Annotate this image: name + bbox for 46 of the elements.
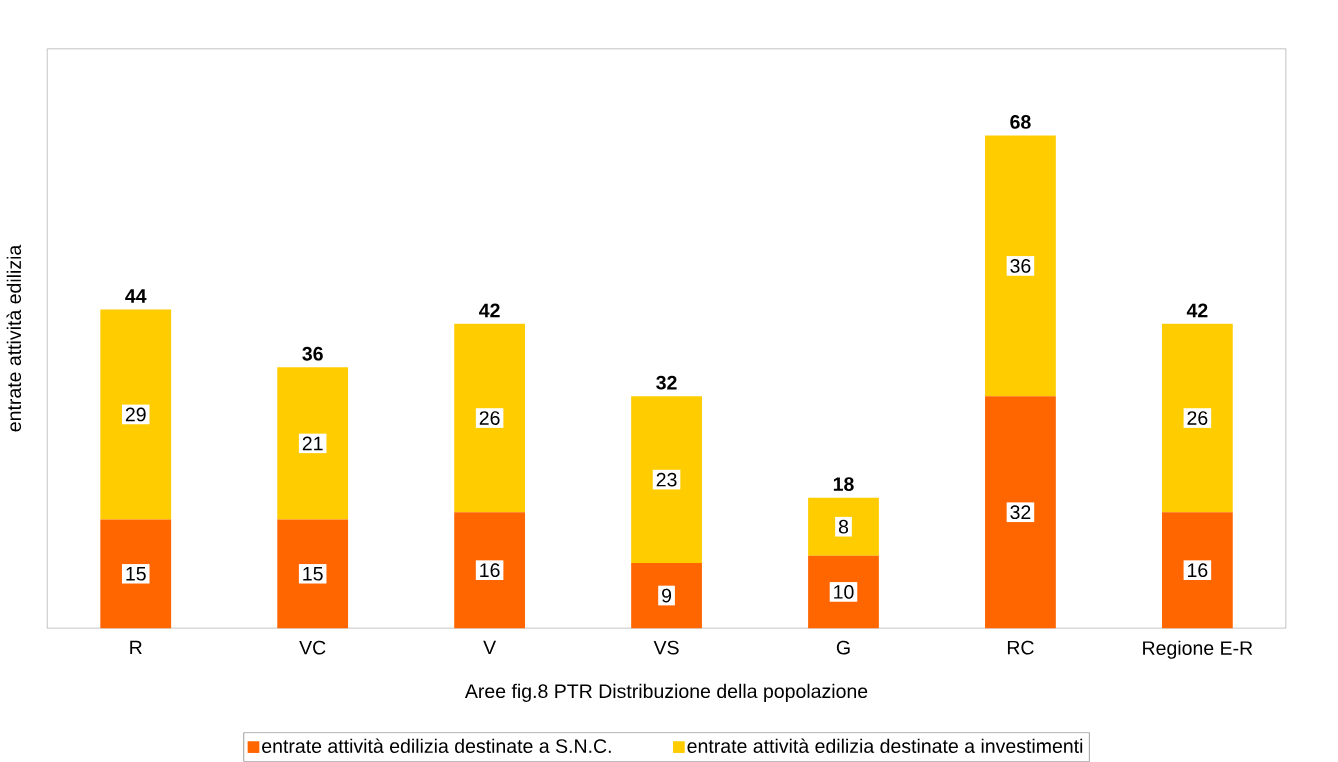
bar: [985, 135, 1056, 397]
legend-label: entrate attività edilizia destinate a investimenti: [687, 738, 1083, 754]
total-label: 44: [125, 289, 147, 303]
legend-label: entrate attività edilizia destinate a S.N.C.: [262, 738, 611, 754]
bar: [1161, 323, 1233, 513]
total-label: 32: [656, 375, 677, 390]
bar: [631, 396, 702, 564]
x-tick-label: G: [836, 640, 850, 655]
bar: [277, 367, 349, 520]
total-label: 36: [302, 346, 323, 361]
x-tick-label: V: [483, 640, 497, 655]
data-label: 9: [662, 588, 672, 603]
x-axis-title: Aree fig.8 PTR Distribuzione della popolazione: [464, 683, 868, 703]
total-label: 18: [833, 477, 854, 492]
bar: [985, 396, 1056, 629]
data-label: 29: [125, 407, 146, 422]
x-tick-label: RC: [1007, 640, 1034, 655]
bar: [277, 519, 349, 629]
data-label: 26: [479, 411, 500, 426]
data-label: 15: [126, 567, 146, 581]
bar: [100, 309, 172, 520]
data-label: 15: [303, 567, 323, 581]
data-label: 10: [834, 585, 854, 599]
x-tick-label: Regione E-R: [1143, 640, 1253, 659]
x-tick-label: VC: [299, 640, 326, 655]
data-label: 23: [656, 472, 677, 487]
data-label: 21: [302, 436, 323, 451]
bar: [631, 563, 702, 629]
bar: [808, 497, 879, 556]
data-label: 36: [1010, 259, 1031, 273]
bar: [100, 519, 172, 629]
bar: [808, 555, 879, 629]
y-axis-title: entrate attività edilizia: [6, 244, 22, 432]
x-tick-label: VS: [653, 640, 679, 655]
bar: [454, 512, 525, 629]
data-label: 16: [480, 563, 500, 578]
total-label: 42: [1186, 303, 1208, 318]
bar: [454, 323, 525, 513]
bar: [1161, 512, 1233, 629]
total-label: 42: [479, 303, 500, 318]
data-label: 8: [838, 519, 849, 534]
data-label: 16: [1188, 563, 1208, 578]
x-tick-label: R: [130, 640, 142, 655]
data-label: 26: [1187, 411, 1208, 426]
total-label: 68: [1010, 115, 1031, 129]
data-label: 32: [1010, 505, 1031, 520]
